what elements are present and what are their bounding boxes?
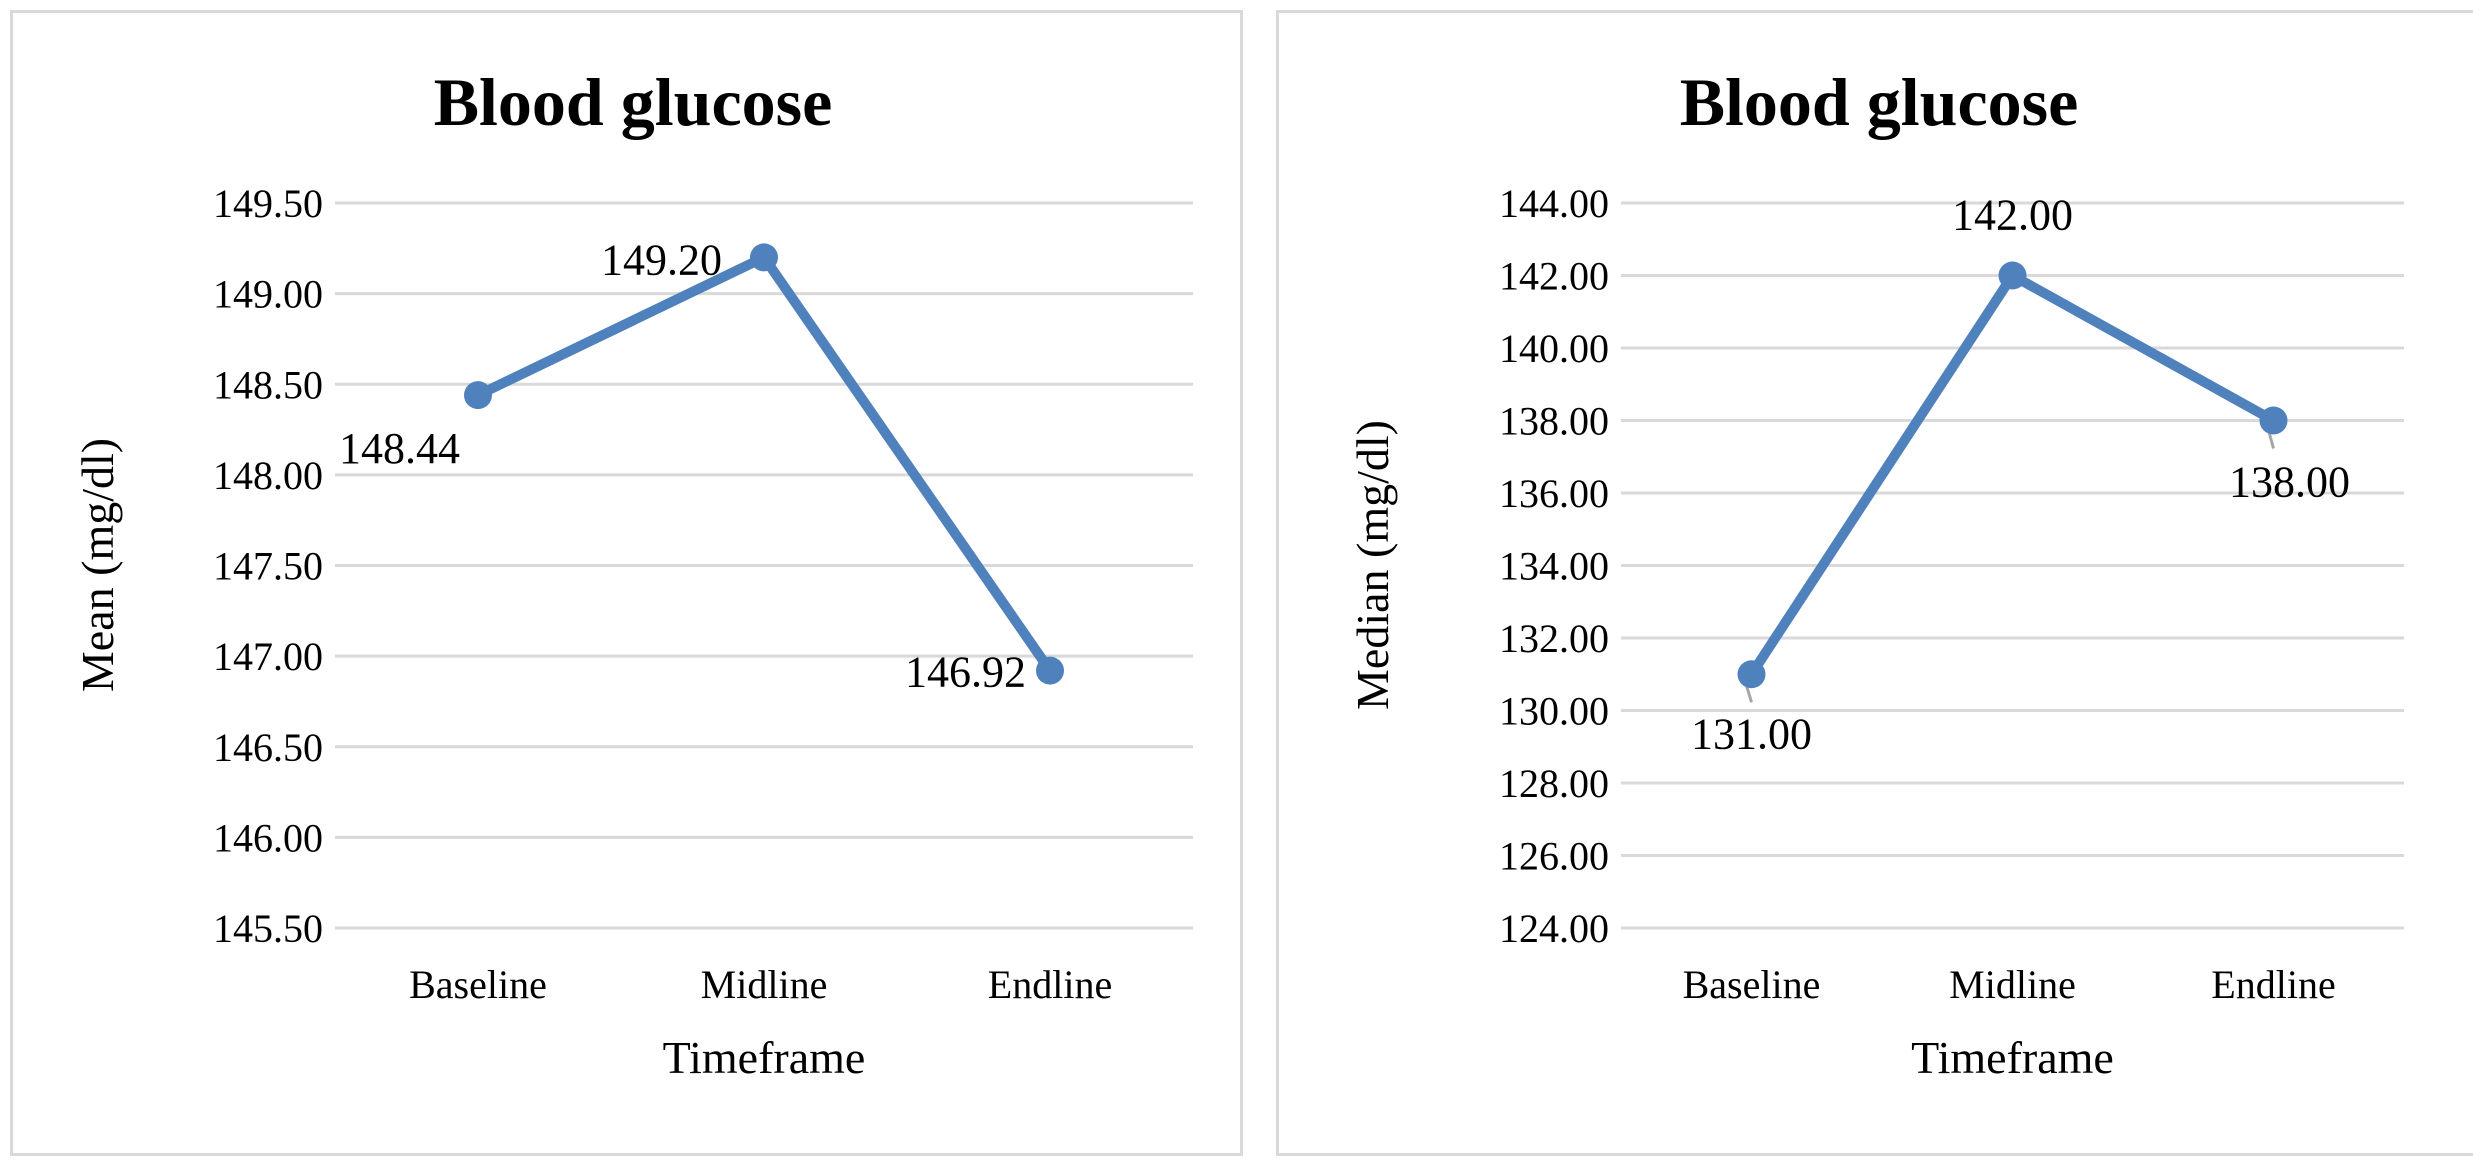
y-tick-label: 124.00: [1499, 906, 1609, 951]
series-line: [473, 252, 1055, 676]
data-label: 142.00: [1952, 191, 2073, 240]
data-label: 138.00: [2229, 458, 2350, 507]
x-axis-title: Timeframe: [663, 1032, 866, 1083]
y-tick-label: 142.00: [1499, 254, 1609, 299]
series-line: [1746, 270, 2279, 680]
y-tick-label: 149.50: [213, 181, 323, 226]
x-tick-label: Baseline: [1683, 962, 1821, 1007]
y-tick-label: 147.00: [213, 634, 323, 679]
y-tick-label: 148.00: [213, 453, 323, 498]
y-tick-label: 145.50: [213, 906, 323, 951]
chart-median-svg: Blood glucose 124.00 126.00 128.00 130.00 132…: [1347, 64, 2404, 1083]
y-tick-label: 148.50: [213, 362, 323, 407]
x-tick-label: Endline: [2211, 962, 2335, 1007]
y-tick-label: 138.00: [1499, 399, 1609, 444]
data-point: [1036, 656, 1064, 685]
y-tick-label: 149.00: [213, 272, 323, 317]
data-label: 146.92: [905, 648, 1026, 697]
data-label: 148.44: [339, 424, 460, 473]
data-label: 149.20: [601, 235, 722, 284]
x-tick-label: Baseline: [409, 962, 547, 1007]
chart-mean-svg: Blood glucose 145.50 146.00 146.50 147.00 147…: [72, 64, 1193, 1083]
y-tick-label: 144.00: [1499, 181, 1609, 226]
data-point: [464, 381, 492, 410]
chart-title: Blood glucose: [1680, 64, 2079, 140]
y-tick-label: 130.00: [1499, 689, 1609, 734]
x-axis-title: Timeframe: [1911, 1032, 2114, 1083]
x-tick-label: Midline: [1949, 962, 2076, 1007]
data-label: 131.00: [1691, 709, 1812, 758]
y-tick-label: 147.50: [213, 544, 323, 589]
data-point: [2259, 406, 2288, 435]
x-tick-label: Endline: [988, 962, 1112, 1007]
y-tick-label: 140.00: [1499, 326, 1609, 371]
y-axis-title: Median (mg/dl): [1347, 420, 1398, 710]
y-axis-title: Mean (mg/dl): [72, 438, 123, 692]
y-tick-label: 146.00: [213, 815, 323, 860]
chart-panel-median: Blood glucose 124.00 126.00 128.00 130.00 132…: [1276, 10, 2473, 1156]
data-point: [1998, 261, 2027, 290]
y-tick-label: 134.00: [1499, 544, 1609, 589]
chart-title: Blood glucose: [434, 64, 833, 140]
y-tick-label: 136.00: [1499, 471, 1609, 516]
data-point: [750, 243, 778, 272]
data-point: [1737, 660, 1766, 689]
chart-panel-mean: Blood glucose 145.50 146.00 146.50 147.00 147…: [10, 10, 1243, 1156]
y-tick-label: 128.00: [1499, 761, 1609, 806]
y-tick-label: 132.00: [1499, 616, 1609, 661]
x-tick-label: Midline: [701, 962, 828, 1007]
y-tick-label: 146.50: [213, 725, 323, 770]
y-tick-label: 126.00: [1499, 834, 1609, 879]
